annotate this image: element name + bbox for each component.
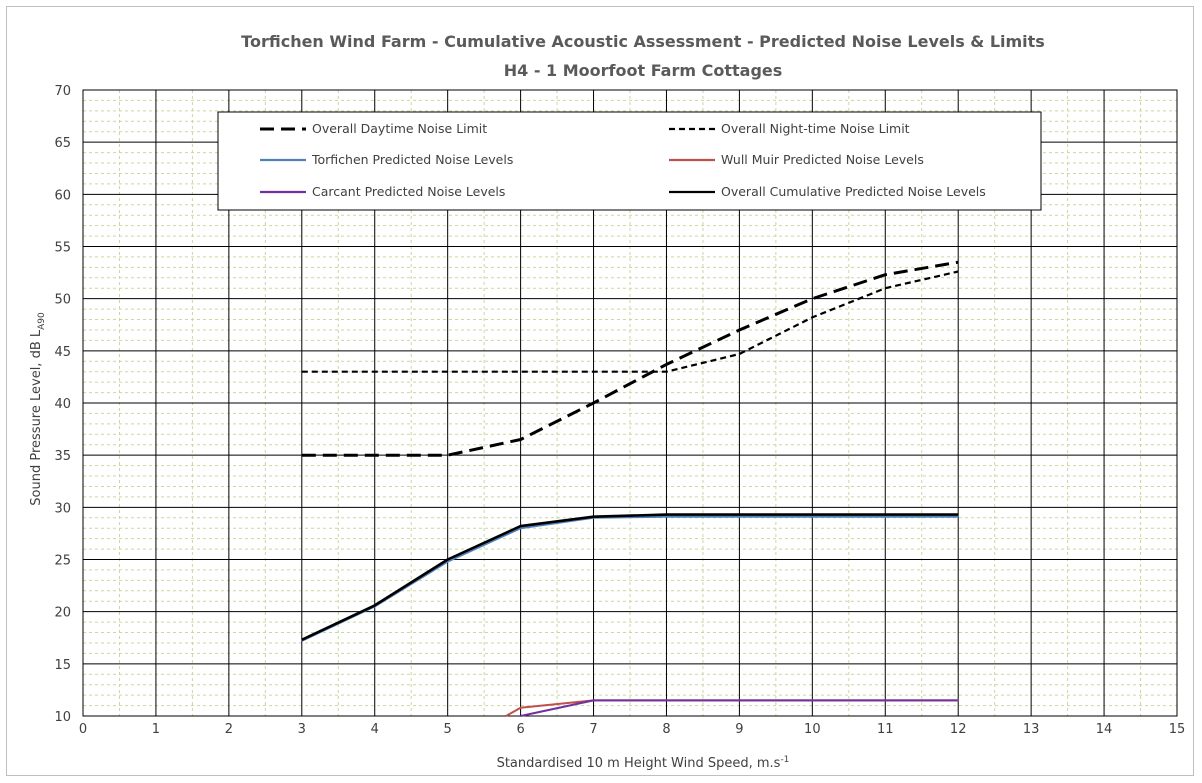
x-tick-label: 8 bbox=[662, 722, 670, 737]
legend-label: Overall Cumulative Predicted Noise Level… bbox=[721, 184, 986, 199]
legend-label: Overall Daytime Noise Limit bbox=[312, 121, 487, 136]
y-tick-label: 65 bbox=[54, 136, 71, 151]
y-tick-label: 50 bbox=[54, 293, 71, 308]
y-tick-label: 45 bbox=[54, 345, 71, 360]
x-tick-label: 12 bbox=[950, 722, 967, 737]
y-tick-label: 25 bbox=[54, 554, 71, 569]
y-axis-label: Sound Pressure Level, dB LA90 bbox=[29, 312, 47, 506]
y-tick-label: 60 bbox=[54, 188, 71, 203]
x-tick-label: 9 bbox=[735, 722, 743, 737]
x-tick-label: 5 bbox=[444, 722, 452, 737]
series-line-torfichen-predicted-noise-levels bbox=[301, 515, 959, 642]
series-lines bbox=[301, 260, 959, 717]
legend-box bbox=[217, 111, 1042, 211]
x-tick-label: 15 bbox=[1169, 722, 1186, 737]
chart-title: Torfichen Wind Farm - Cumulative Acousti… bbox=[241, 32, 1045, 51]
legend-label: Torfichen Predicted Noise Levels bbox=[311, 152, 513, 167]
y-tick-label: 40 bbox=[54, 397, 71, 412]
x-tick-label: 7 bbox=[589, 722, 597, 737]
x-tick-label: 0 bbox=[79, 722, 87, 737]
chart-subtitle: H4 - 1 Moorfoot Farm Cottages bbox=[504, 61, 783, 80]
x-tick-label: 10 bbox=[804, 722, 821, 737]
y-tick-label: 10 bbox=[54, 710, 71, 725]
legend-label: Carcant Predicted Noise Levels bbox=[312, 184, 505, 199]
x-tick-label: 4 bbox=[371, 722, 379, 737]
legend-label: Wull Muir Predicted Noise Levels bbox=[721, 152, 924, 167]
series-line-overall-daytime-noise-limit bbox=[301, 260, 959, 457]
x-tick-label: 3 bbox=[298, 722, 306, 737]
x-axis-label: Standardised 10 m Height Wind Speed, m.s… bbox=[497, 755, 790, 771]
plot-area bbox=[82, 89, 1178, 717]
series-line-wull-muir-predicted-noise-levels bbox=[505, 699, 959, 717]
x-tick-labels: 0 1 2 3 4 5 6 7 8 9 10 11 12 13 14 15 bbox=[79, 722, 1185, 737]
y-tick-label: 70 bbox=[54, 84, 71, 99]
x-tick-label: 14 bbox=[1096, 722, 1113, 737]
legend: Overall Daytime Noise Limit Overall Night… bbox=[217, 111, 1042, 211]
series-line-carcant-predicted-noise-levels bbox=[520, 699, 959, 717]
y-tick-label: 15 bbox=[54, 658, 71, 673]
series-line-overall-night-time-noise-limit bbox=[301, 270, 959, 373]
x-tick-label: 11 bbox=[877, 722, 894, 737]
x-tick-label: 6 bbox=[516, 722, 524, 737]
y-tick-label: 55 bbox=[54, 241, 71, 256]
series-line-overall-cumulative-predicted-noise-levels bbox=[301, 513, 959, 641]
x-tick-label: 2 bbox=[225, 722, 233, 737]
y-tick-label: 35 bbox=[54, 449, 71, 464]
x-tick-label: 1 bbox=[152, 722, 160, 737]
legend-label: Overall Night-time Noise Limit bbox=[721, 121, 910, 136]
y-tick-label: 20 bbox=[54, 606, 71, 621]
y-tick-labels: 10 15 20 25 30 35 40 45 50 55 60 65 70 bbox=[54, 84, 71, 725]
y-tick-label: 30 bbox=[54, 501, 71, 516]
x-tick-label: 13 bbox=[1023, 722, 1040, 737]
